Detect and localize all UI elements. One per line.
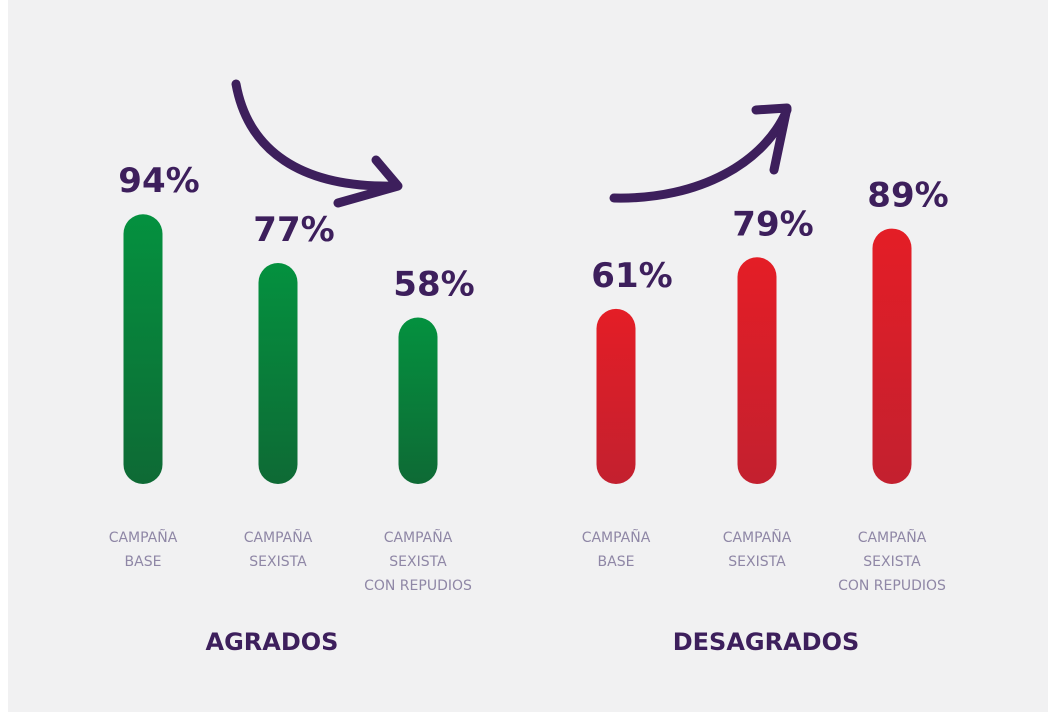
value-label-agrados-1: 94% — [118, 161, 199, 201]
category-label-line: CAMPAÑA — [244, 529, 313, 546]
curved-arrow-up-right-icon — [609, 103, 792, 203]
category-label-line: CAMPAÑA — [582, 529, 651, 546]
category-label-line: CON REPUDIOS — [838, 578, 946, 594]
value-label-desagrados-3: 89% — [867, 176, 948, 216]
category-label-line: BASE — [125, 554, 162, 570]
category-label-line: BASE — [598, 554, 635, 570]
category-label-line: CAMPAÑA — [858, 529, 927, 546]
bar-desagrados-3 — [872, 228, 912, 484]
bar-desagrados-1 — [596, 308, 636, 484]
bar-agrados-2 — [258, 263, 298, 484]
bar-agrados-1 — [123, 214, 163, 484]
value-label-agrados-2: 77% — [253, 210, 334, 250]
value-label-agrados-3: 58% — [393, 265, 474, 305]
category-label-line: CAMPAÑA — [109, 529, 178, 546]
value-label-desagrados-1: 61% — [591, 256, 672, 296]
category-label-line: CAMPAÑA — [723, 529, 792, 546]
category-label-line: CON REPUDIOS — [364, 578, 472, 594]
category-label-line: SEXISTA — [728, 554, 786, 570]
group-title-agrados: AGRADOS — [206, 628, 339, 656]
category-label-line: CAMPAÑA — [384, 529, 453, 546]
curved-arrow-down-right-icon — [231, 79, 403, 208]
category-label-line: SEXISTA — [389, 554, 447, 570]
bar-desagrados-2 — [737, 257, 777, 484]
category-label-line: SEXISTA — [863, 554, 921, 570]
value-label-desagrados-2: 79% — [732, 204, 813, 244]
group-title-desagrados: DESAGRADOS — [673, 628, 860, 656]
bar-agrados-3 — [398, 317, 438, 484]
category-label-line: SEXISTA — [249, 554, 307, 570]
